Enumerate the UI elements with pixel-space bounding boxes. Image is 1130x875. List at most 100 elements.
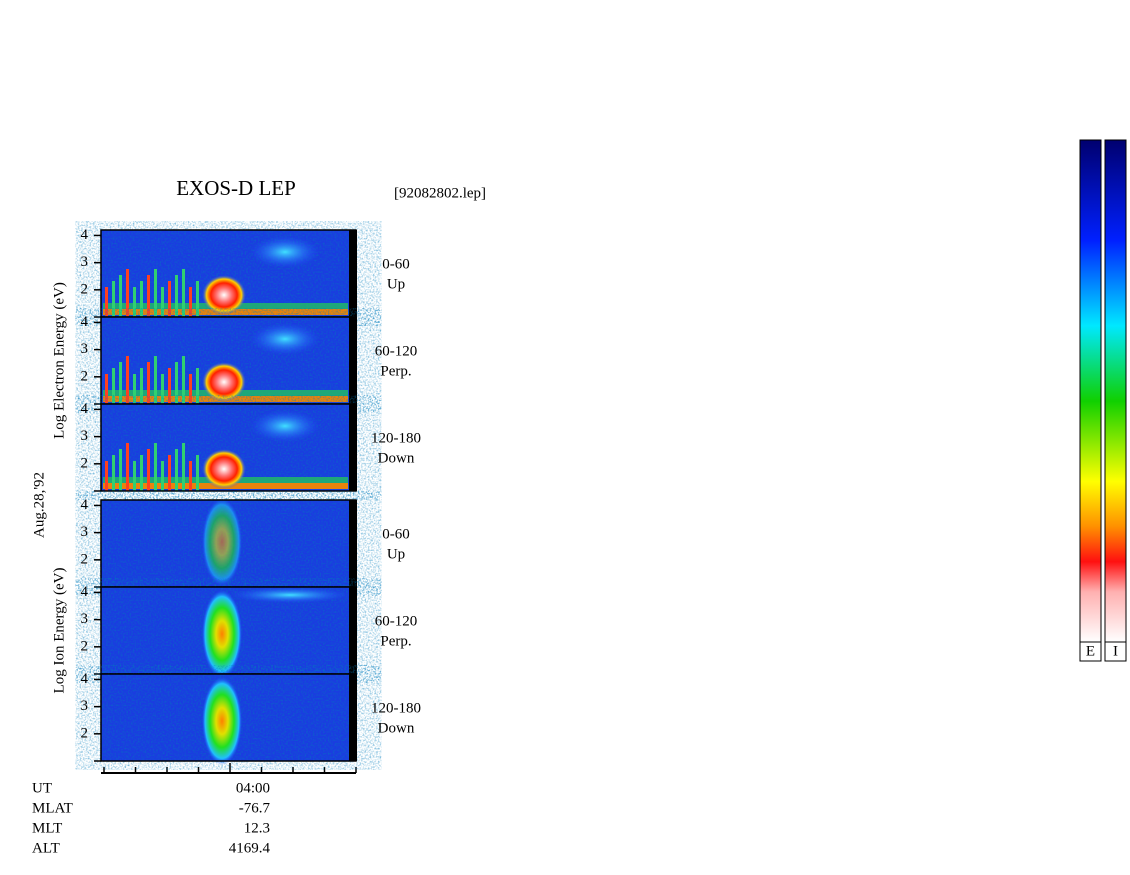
spectrogram-hotspot <box>202 449 246 489</box>
spectrogram-streak <box>112 368 115 404</box>
spectrogram-haze <box>250 410 320 442</box>
y-tick-label: 2 <box>81 638 89 654</box>
spectrogram-streak <box>161 374 164 404</box>
info-value: -76.7 <box>239 800 271 816</box>
spectrogram-streak <box>147 449 150 491</box>
spectrogram-haze <box>250 323 320 355</box>
info-value: 4169.4 <box>229 840 271 856</box>
spectrogram-streak <box>189 461 192 491</box>
spectrogram-streak <box>126 356 129 404</box>
y-tick-label: 3 <box>81 611 89 627</box>
pitch-angle-range: 0-60 <box>382 526 410 542</box>
colorbar-label: I <box>1113 643 1118 659</box>
spectrogram-streak <box>161 287 164 317</box>
pitch-direction: Down <box>378 720 415 736</box>
pitch-angle-range: 120-180 <box>371 700 421 716</box>
spectrogram-streak <box>140 455 143 491</box>
y-tick-label: 4 <box>81 401 89 417</box>
data-gap <box>349 500 357 587</box>
data-gap <box>349 230 357 317</box>
pitch-angle-range: 60-120 <box>375 343 418 359</box>
spectrogram-streak <box>154 443 157 491</box>
spectrogram-streak <box>126 443 129 491</box>
data-gap <box>349 317 357 404</box>
y-tick-label: 4 <box>81 671 89 687</box>
spectrogram-streak <box>196 368 199 404</box>
pitch-direction: Perp. <box>380 633 411 649</box>
info-label: ALT <box>32 840 60 856</box>
pitch-angle-range: 0-60 <box>382 256 410 272</box>
spectrogram-haze <box>230 587 350 603</box>
spectrogram-streak <box>189 374 192 404</box>
spectrogram-streak <box>182 269 185 317</box>
pitch-angle-range: 60-120 <box>375 613 418 629</box>
spectrogram-streak <box>133 374 136 404</box>
spectrogram-streak <box>196 455 199 491</box>
y-tick-label: 2 <box>81 368 89 384</box>
spectrogram-streak <box>133 287 136 317</box>
data-gap <box>349 587 357 674</box>
spectrogram-plume <box>202 677 242 765</box>
title: EXOS-D LEP <box>176 176 296 200</box>
spectrogram-streak <box>175 362 178 404</box>
spectrogram-streak <box>147 275 150 317</box>
spectrogram-streak <box>161 461 164 491</box>
spectrogram-streak <box>105 287 108 317</box>
pitch-direction: Up <box>387 276 405 292</box>
colorbar <box>1104 139 1127 643</box>
spectrogram-streak <box>140 281 143 317</box>
spectrogram-streak <box>154 356 157 404</box>
spectrogram-hotspot <box>202 275 246 315</box>
y-tick-label: 3 <box>81 698 89 714</box>
pitch-direction: Down <box>378 450 415 466</box>
spectrogram-streak <box>119 275 122 317</box>
spectrogram-streak <box>196 281 199 317</box>
spectrogram-streak <box>147 362 150 404</box>
spectrogram-hotspot <box>202 362 246 402</box>
spectrogram-streak <box>119 449 122 491</box>
info-label: MLAT <box>32 800 73 816</box>
info-label: MLT <box>32 820 62 836</box>
y-tick-label: 4 <box>81 497 89 513</box>
spectrogram-streak <box>140 368 143 404</box>
spectrogram-streak <box>189 287 192 317</box>
pitch-angle-range: 120-180 <box>371 430 421 446</box>
spectrogram-streak <box>126 269 129 317</box>
spectrogram-streak <box>119 362 122 404</box>
spectrogram-streak <box>182 356 185 404</box>
y-tick-label: 4 <box>81 584 89 600</box>
y-tick-label: 3 <box>81 254 89 270</box>
y-tick-label: 3 <box>81 341 89 357</box>
pitch-direction: Up <box>387 546 405 562</box>
spectrogram-streak <box>175 275 178 317</box>
time-ticks <box>103 763 357 773</box>
data-gap <box>349 674 357 761</box>
spectrogram-streak <box>105 374 108 404</box>
spectrogram-streak <box>182 443 185 491</box>
spectrogram-streak <box>105 461 108 491</box>
spectrogram-plume <box>202 590 242 678</box>
y-tick-label: 4 <box>81 314 89 330</box>
colorbar <box>1079 139 1102 643</box>
panel-frame <box>100 673 357 762</box>
data-gap <box>349 404 357 491</box>
y-tick-label: 4 <box>81 227 89 243</box>
y-axis-label: Log Ion Energy (eV) <box>51 568 67 694</box>
colorbar-label-box <box>1079 641 1102 662</box>
info-label: UT <box>32 780 52 796</box>
panel-frame <box>100 403 357 492</box>
y-tick-label: 3 <box>81 524 89 540</box>
colorbar-label-box <box>1104 641 1127 662</box>
y-tick-label: 3 <box>81 428 89 444</box>
spectrogram-streak <box>112 281 115 317</box>
date: Aug.28,'92 <box>31 472 47 538</box>
file-name: [92082802.lep] <box>394 185 486 201</box>
y-tick-label: 2 <box>81 725 89 741</box>
y-axis-label: Log Electron Energy (eV) <box>51 282 67 439</box>
spectrogram-haze <box>250 236 320 268</box>
spectrogram-streak <box>168 368 171 404</box>
spectrogram-streak <box>168 281 171 317</box>
spectrogram-plume <box>202 498 242 586</box>
spectrogram-streak <box>154 269 157 317</box>
